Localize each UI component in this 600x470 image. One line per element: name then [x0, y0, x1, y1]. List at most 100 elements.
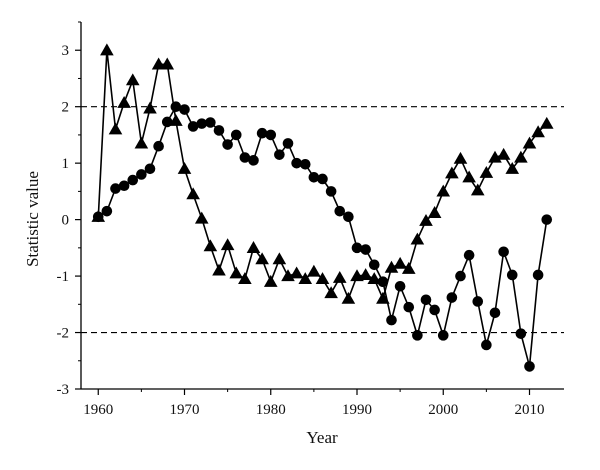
- x-tick-label: 2010: [515, 402, 545, 418]
- triangle-marker: [246, 241, 261, 253]
- circle-marker: [360, 244, 371, 255]
- triangle-marker: [332, 270, 347, 283]
- circle-marker: [213, 125, 225, 136]
- circle-marker: [515, 328, 527, 339]
- triangle-marker: [212, 263, 226, 276]
- triangle-marker: [401, 261, 416, 274]
- circle-marker: [325, 186, 337, 197]
- circle-marker: [127, 174, 139, 186]
- circle-marker: [489, 307, 501, 319]
- triangle-marker: [169, 114, 183, 126]
- circle-marker: [463, 249, 475, 261]
- circle-marker: [118, 180, 130, 192]
- circle-marker: [403, 301, 415, 313]
- circle-marker: [524, 361, 535, 372]
- circle-marker: [455, 270, 466, 282]
- y-tick-label: -1: [57, 269, 70, 285]
- circle-marker: [136, 169, 147, 180]
- triangle-marker: [289, 266, 304, 279]
- circle-marker: [282, 138, 294, 149]
- triangle-marker: [410, 232, 425, 245]
- circle-marker: [205, 117, 216, 128]
- circle-marker: [256, 127, 268, 139]
- x-tick-label: 1980: [256, 402, 286, 418]
- circle-marker: [377, 276, 389, 288]
- y-tick-label: 2: [62, 100, 70, 116]
- circle-marker: [334, 205, 346, 217]
- triangle-marker: [393, 256, 407, 269]
- triangle-marker: [436, 184, 451, 197]
- triangle-marker: [151, 57, 166, 70]
- triangle-marker: [307, 264, 321, 277]
- x-tick-label: 1960: [83, 402, 113, 418]
- triangle-marker: [229, 266, 244, 279]
- circle-marker: [343, 211, 354, 223]
- y-tick-label: 1: [62, 156, 70, 172]
- y-tick-label: -3: [57, 382, 70, 398]
- circle-marker: [230, 129, 242, 141]
- triangle-marker: [514, 150, 528, 163]
- triangle-marker: [496, 147, 511, 160]
- circle-marker: [196, 118, 208, 129]
- circle-marker: [541, 214, 553, 225]
- triangle-marker: [100, 43, 114, 56]
- triangle-marker: [522, 136, 537, 149]
- triangle-marker: [358, 268, 373, 281]
- triangle-marker: [539, 116, 554, 129]
- triangle-marker: [384, 260, 399, 273]
- circle-marker: [179, 104, 190, 115]
- circle-marker: [412, 330, 423, 341]
- triangle-marker: [531, 125, 545, 138]
- circle-marker: [368, 259, 380, 271]
- circle-marker: [472, 296, 484, 307]
- circle-marker: [153, 140, 164, 152]
- triangle-marker: [263, 274, 278, 287]
- triangle-marker: [462, 170, 476, 183]
- triangle-marker: [341, 291, 356, 304]
- triangle-marker: [445, 166, 459, 179]
- circle-marker: [144, 163, 156, 175]
- triangle-marker: [453, 151, 468, 164]
- circle-marker: [274, 149, 285, 160]
- circle-marker: [308, 171, 320, 183]
- triangle-marker: [315, 272, 330, 284]
- x-tick-label: 2000: [428, 402, 458, 418]
- circle-marker: [161, 116, 173, 128]
- triangle-marker: [143, 101, 157, 114]
- circle-marker: [299, 158, 311, 170]
- circle-marker: [437, 330, 449, 341]
- circle-marker: [351, 242, 363, 254]
- axes: -3 -2 -1 0 1 2 3 1960 1970 1980 1990 2000 2010: [57, 21, 564, 418]
- circle-marker: [248, 155, 259, 166]
- circle-marker: [265, 129, 277, 141]
- circle-marker: [92, 211, 104, 223]
- x-axis-title: Year: [306, 428, 338, 447]
- triangle-marker: [177, 162, 192, 174]
- triangle-marker: [186, 187, 200, 200]
- triangle-marker: [324, 286, 338, 299]
- circle-marker: [394, 280, 406, 292]
- circle-marker: [187, 121, 199, 132]
- triangle-marker: [160, 57, 175, 70]
- circle-marker: [291, 157, 302, 169]
- circle-marker: [446, 292, 458, 303]
- triangle-marker: [419, 213, 433, 226]
- y-tick-label: 0: [62, 213, 70, 229]
- x-tick-label: 1990: [342, 402, 372, 418]
- y-axis-title: Statistic value: [23, 171, 42, 267]
- triangle-marker: [220, 238, 235, 251]
- circle-marker: [481, 339, 492, 351]
- circle-marker: [170, 101, 182, 112]
- series-markers: [91, 43, 554, 372]
- reference-lines: [81, 106, 564, 334]
- triangle-marker: [134, 136, 149, 149]
- triangle-marker: [505, 162, 520, 174]
- triangle-marker: [255, 252, 269, 265]
- circle-marker: [386, 314, 397, 326]
- circle-marker: [498, 246, 509, 258]
- triangle-marker: [298, 272, 313, 284]
- circle-marker: [317, 173, 328, 185]
- triangle-marker: [117, 95, 131, 108]
- y-tick-label: 3: [62, 43, 70, 59]
